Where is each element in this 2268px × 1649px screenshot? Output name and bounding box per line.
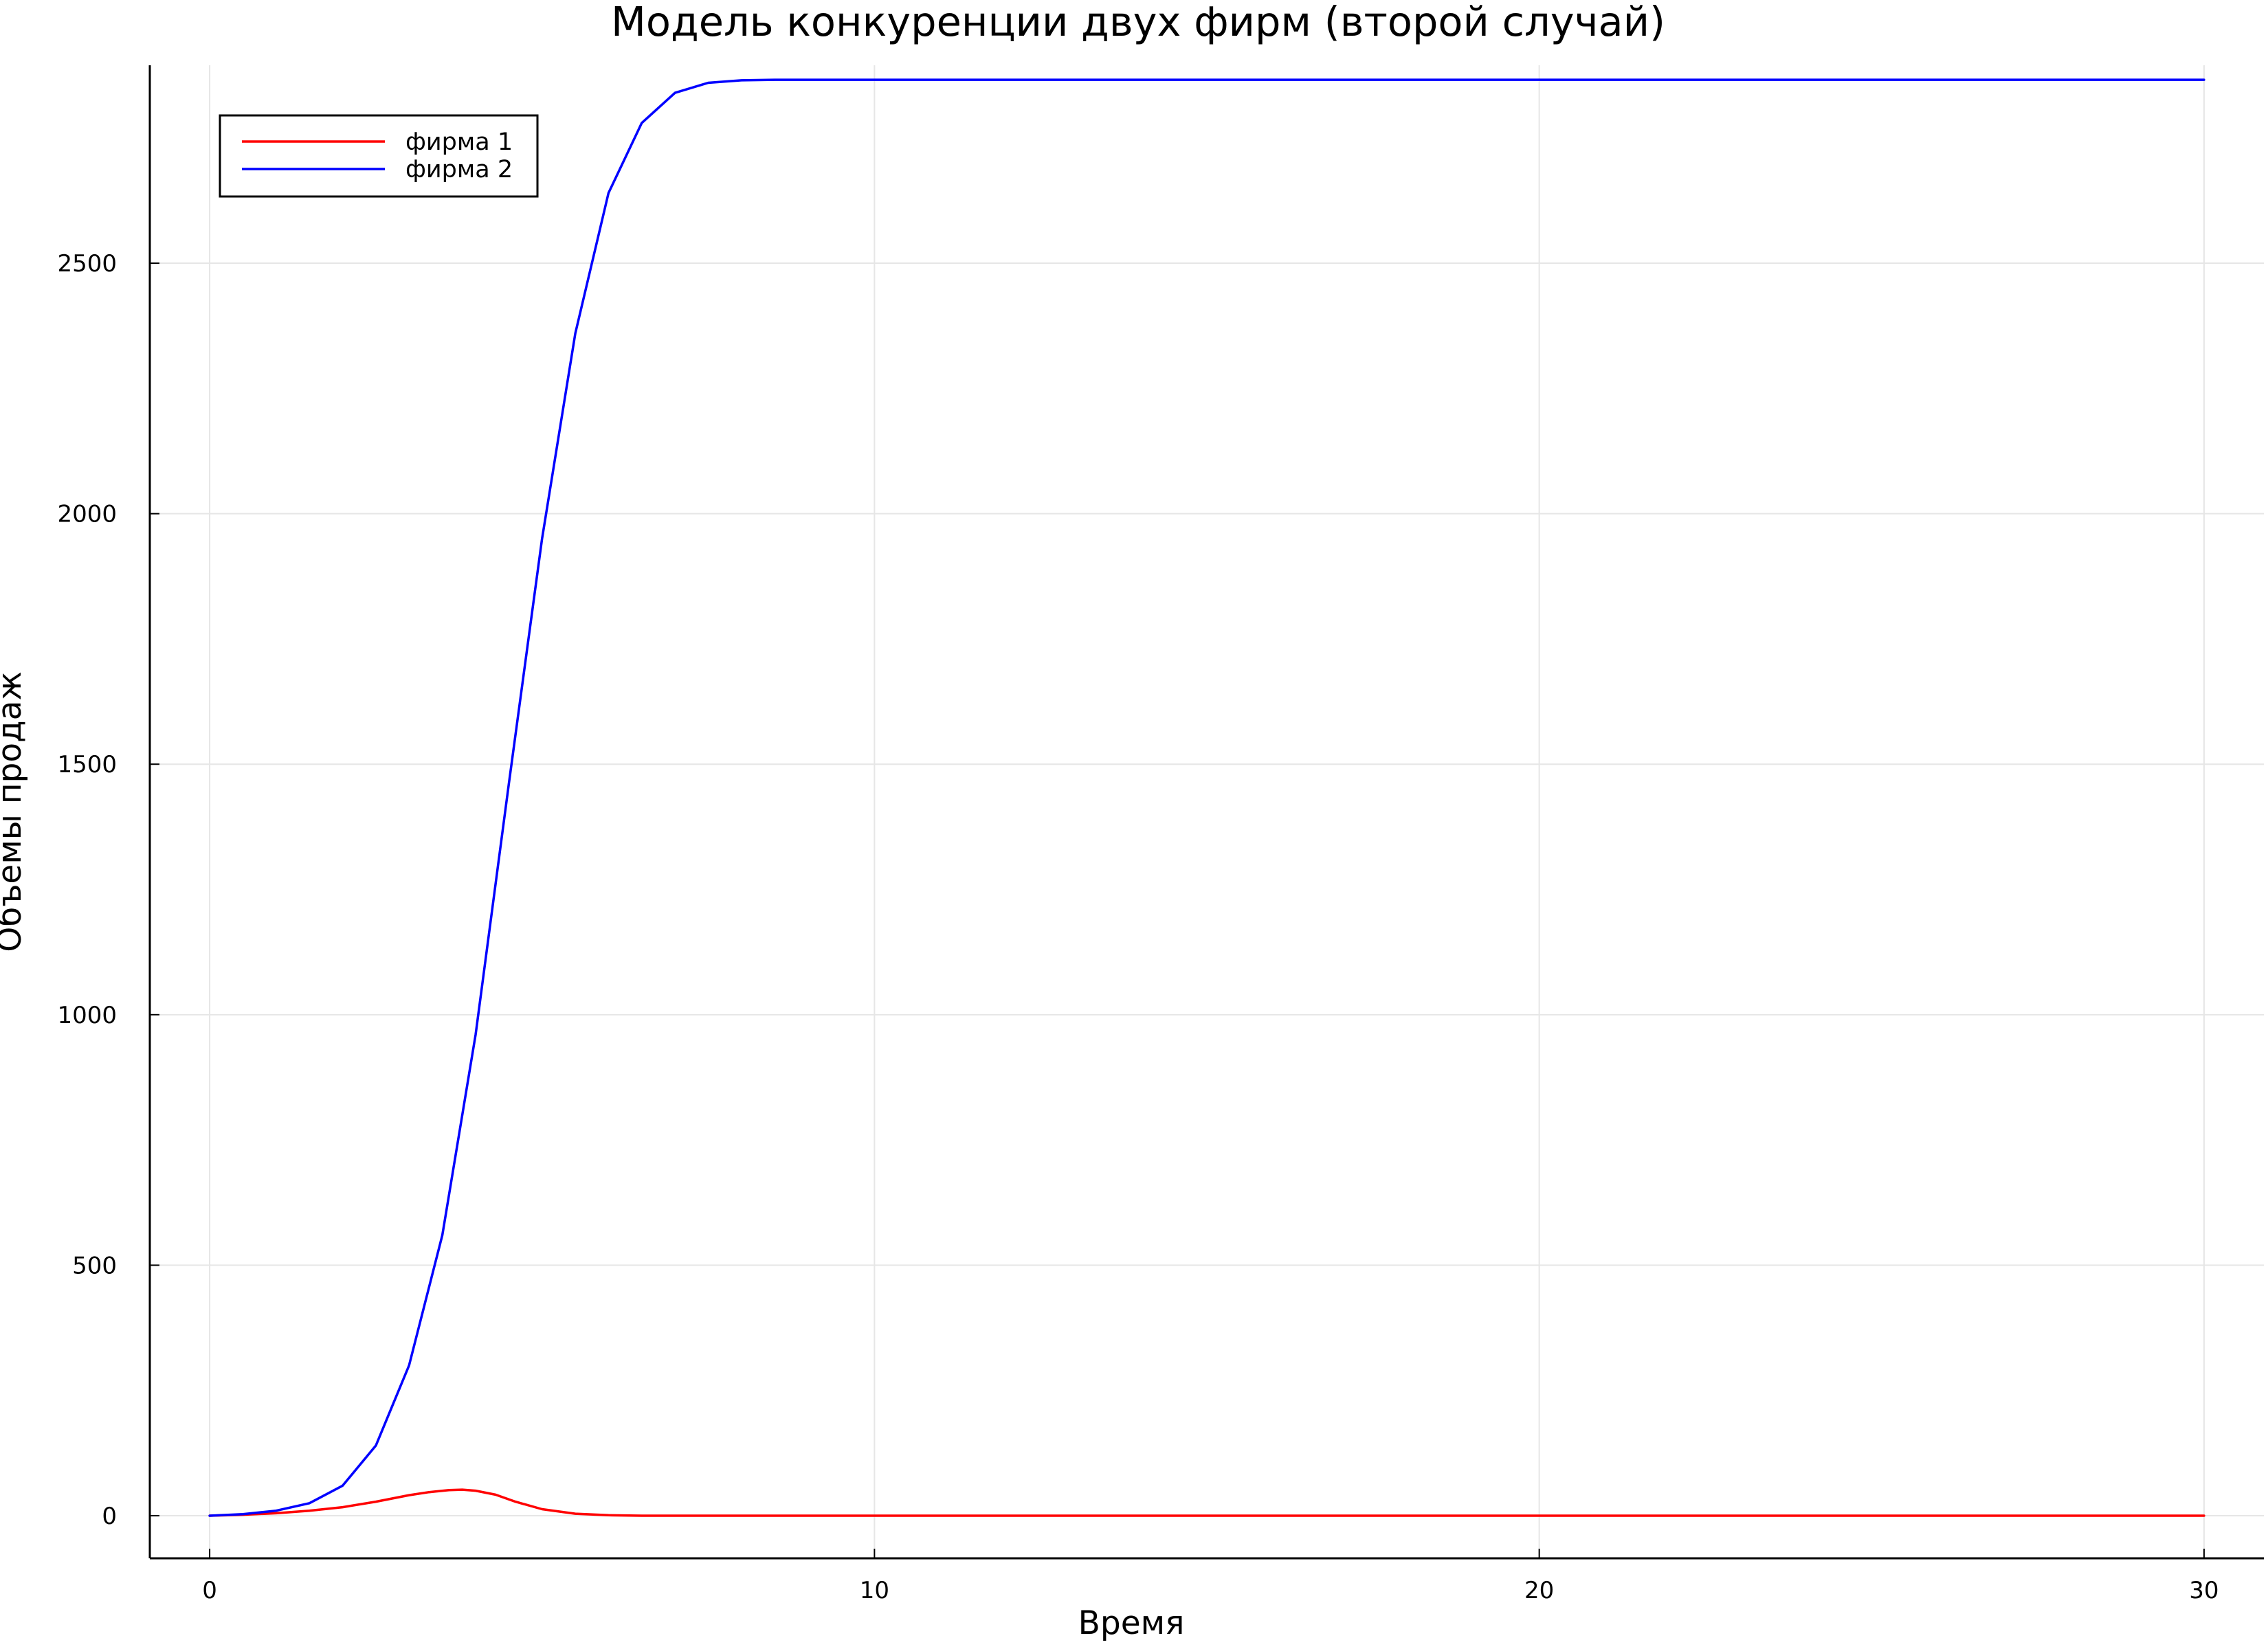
- y-tick-label: 1500: [57, 751, 117, 778]
- series-line-1: [208, 1488, 2205, 1517]
- y-tick-label: 2000: [57, 501, 117, 528]
- y-axis-label: Объемы продаж: [0, 671, 29, 952]
- y-tick-label: 0: [102, 1503, 117, 1530]
- legend-box: [219, 114, 539, 198]
- y-tick-label: 500: [72, 1252, 117, 1279]
- y-ticks: 0 500 1000 1500 2000 2500: [57, 250, 159, 1530]
- series-line-2: [208, 78, 2205, 1517]
- legend-label: фирма 1: [405, 128, 513, 156]
- grid: [150, 65, 2264, 1558]
- y-tick-label: 2500: [57, 250, 117, 278]
- x-tick-label: 20: [1524, 1577, 1554, 1604]
- x-ticks: 0 10 20 30: [202, 1549, 2219, 1604]
- x-axis-label: Время: [1078, 1604, 1185, 1642]
- x-tick-label: 0: [202, 1577, 217, 1604]
- chart-title: Модель конкуренции двух фирм (второй слу…: [611, 0, 1665, 45]
- legend-label: фирма 2: [405, 156, 513, 183]
- x-tick-label: 30: [2189, 1577, 2219, 1604]
- x-tick-label: 10: [860, 1577, 889, 1604]
- series-lines: [208, 78, 2205, 1517]
- y-tick-label: 1000: [57, 1002, 117, 1029]
